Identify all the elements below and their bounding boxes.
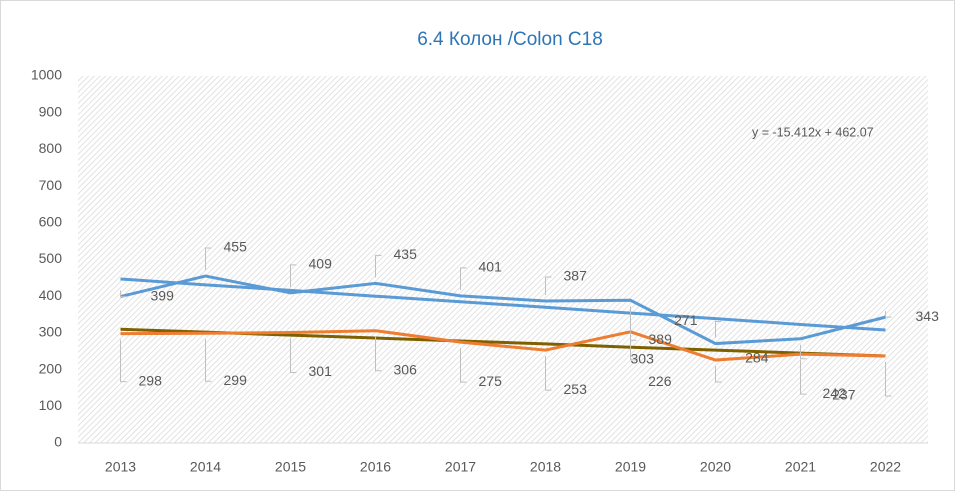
x-tick-label: 2021	[785, 459, 816, 475]
data-label: 299	[224, 372, 248, 388]
x-tick-label: 2014	[190, 459, 221, 475]
data-label: 275	[479, 373, 503, 389]
data-label: 387	[564, 268, 588, 284]
leader-line	[375, 336, 382, 372]
leader-line	[205, 247, 212, 271]
leader-line	[715, 321, 722, 338]
x-tick-label: 2020	[700, 459, 731, 475]
data-label: 226	[648, 373, 672, 389]
data-label: 399	[151, 287, 175, 303]
data-label: 401	[479, 259, 503, 275]
data-label: 303	[631, 351, 655, 367]
series-line	[120, 274, 886, 346]
leader-line	[545, 356, 552, 391]
data-label: 253	[564, 381, 588, 397]
y-tick-label: 100	[39, 397, 63, 413]
leader-line	[205, 339, 212, 382]
y-tick-label: 500	[39, 250, 63, 266]
leader-line	[460, 348, 467, 383]
data-label: 306	[394, 361, 418, 377]
trend-equation: y = -15.412x + 462.07	[752, 125, 874, 139]
data-label: 237	[832, 387, 856, 403]
x-tick-label: 2015	[275, 459, 306, 475]
data-label: 284	[745, 349, 769, 365]
leader-line	[545, 276, 552, 295]
x-tick-label: 2017	[445, 459, 476, 475]
data-label: 298	[139, 372, 163, 388]
y-tick-label: 1000	[31, 67, 62, 83]
leader-line	[715, 366, 722, 383]
data-label: 409	[309, 256, 333, 272]
x-tick-label: 2013	[105, 459, 136, 475]
leader-line	[630, 337, 637, 361]
y-tick-label: 300	[39, 324, 63, 340]
data-label: 242	[823, 385, 847, 401]
leader-line	[120, 339, 127, 383]
leader-line	[800, 360, 807, 395]
leader-line	[800, 344, 807, 360]
leader-line	[885, 311, 892, 318]
y-tick-label: 600	[39, 214, 63, 230]
leader-line	[290, 264, 297, 287]
data-label: 455	[224, 239, 248, 255]
leader-line	[290, 338, 297, 374]
x-tick-label: 2016	[360, 459, 391, 475]
y-tick-label: 800	[39, 140, 63, 156]
data-label: 435	[394, 246, 418, 262]
y-tick-label: 400	[39, 287, 63, 303]
x-tick-label: 2018	[530, 459, 561, 475]
plot-area	[78, 76, 928, 443]
trendline	[120, 277, 886, 332]
x-tick-label: 2019	[615, 459, 646, 475]
leader-line	[460, 267, 467, 290]
y-tick-label: 700	[39, 177, 63, 193]
leader-line	[375, 254, 382, 278]
x-tick-label: 2022	[870, 459, 901, 475]
chart-title: 6.4 Колон /Colon C18	[417, 29, 603, 50]
y-tick-label: 900	[39, 103, 63, 119]
leader-line	[885, 362, 892, 397]
leader-line	[120, 290, 127, 298]
data-label: 389	[649, 331, 673, 347]
data-label: 343	[916, 308, 940, 324]
y-tick-label: 0	[54, 434, 62, 450]
data-label: 301	[309, 363, 333, 379]
y-tick-label: 200	[39, 360, 63, 376]
series-line	[120, 329, 886, 362]
data-label: 271	[674, 312, 698, 328]
